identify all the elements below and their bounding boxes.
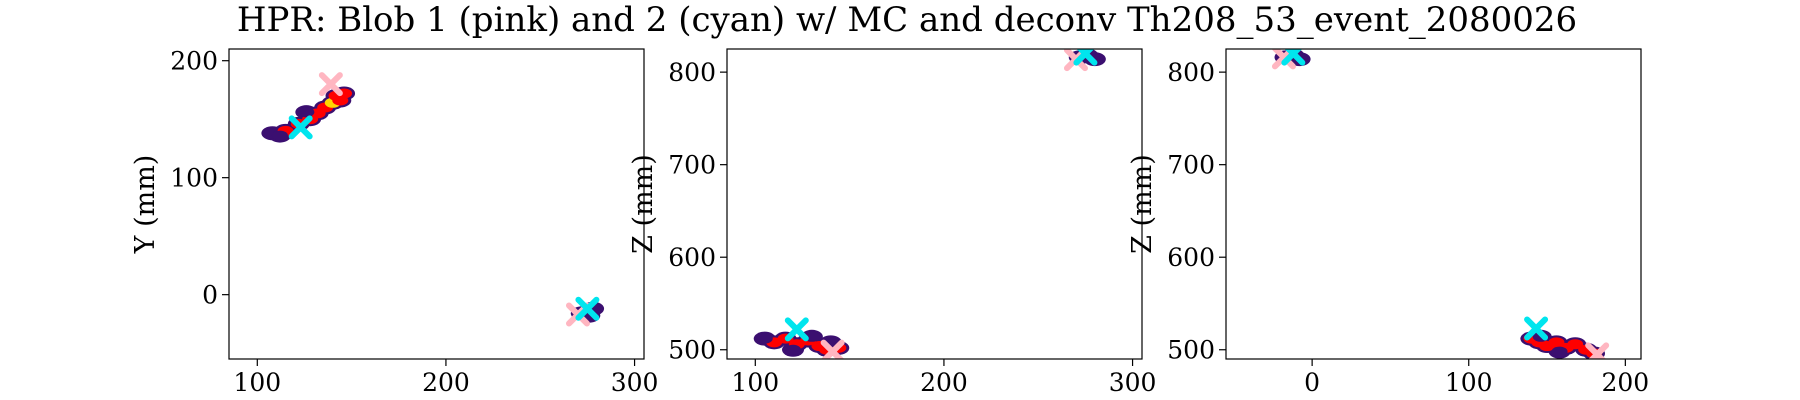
x-tick-label: 200 xyxy=(1601,368,1649,397)
x-tick-label: 300 xyxy=(1109,368,1157,397)
y-tick-label: 100 xyxy=(170,164,218,193)
blob2-marker xyxy=(288,115,313,140)
y-tick-label: 500 xyxy=(668,336,716,365)
x-tick-label: 100 xyxy=(1445,368,1493,397)
blob1-marker xyxy=(1585,342,1610,359)
figure-title: HPR: Blob 1 (pink) and 2 (cyan) w/ MC an… xyxy=(237,0,1577,40)
hit-point xyxy=(298,107,315,118)
blob1-marker-stroke-b xyxy=(821,339,845,359)
y-tick-label: 500 xyxy=(1167,336,1215,365)
x-tick-label: 200 xyxy=(422,368,470,397)
y-tick-label: 0 xyxy=(202,281,218,310)
y-tick-label: 700 xyxy=(668,151,716,180)
x-tick-label: 100 xyxy=(233,368,281,397)
panel-yz: 0 100 200 500 600 700 800 Z (mm) xyxy=(1127,48,1649,397)
y-tick-label: 200 xyxy=(170,47,218,76)
blob1-marker-stroke-b xyxy=(1588,342,1610,359)
blob2-marker xyxy=(1281,49,1306,66)
x-tick-label: 200 xyxy=(920,368,968,397)
blob1-marker xyxy=(820,339,845,359)
hit-point xyxy=(1551,346,1568,357)
panel-data xyxy=(753,49,1106,359)
blob2-marker-stroke-b xyxy=(288,115,313,140)
y-tick-label: 600 xyxy=(1167,243,1215,272)
x-tick-label: 0 xyxy=(1304,368,1320,397)
blob2-marker-stroke-b xyxy=(1281,49,1303,66)
y-tick-label: 800 xyxy=(1167,58,1215,87)
x-tick-label: 100 xyxy=(731,368,779,397)
blob2-marker xyxy=(1524,316,1549,341)
blob2-marker-stroke-b xyxy=(1073,49,1095,66)
blob1-marker-stroke-b xyxy=(318,72,343,97)
blob2-marker xyxy=(784,317,809,342)
plot-frame xyxy=(726,48,1143,360)
plot-frame xyxy=(1225,48,1642,360)
blob2-marker xyxy=(575,296,600,321)
blob2-marker xyxy=(1073,49,1098,66)
blob2-marker-stroke-b xyxy=(784,317,809,342)
panel-xz: 100 200 300 500 600 700 800 Z (mm) xyxy=(628,48,1157,397)
x-tick-label: 300 xyxy=(611,368,659,397)
hit-point xyxy=(756,333,773,344)
y-tick-label: 600 xyxy=(668,243,716,272)
hit-point xyxy=(271,130,288,141)
panel-data xyxy=(261,72,605,327)
blob2-marker-stroke-b xyxy=(575,296,600,321)
y-axis-label: Y (mm) xyxy=(130,155,161,255)
hit-point xyxy=(785,344,802,355)
plot-frame xyxy=(228,48,645,360)
y-tick-label: 700 xyxy=(1167,151,1215,180)
y-axis-label: Z (mm) xyxy=(1127,154,1158,254)
hit-point xyxy=(1567,339,1584,350)
panel-data xyxy=(1271,49,1610,359)
y-axis-label: Z (mm) xyxy=(628,154,659,254)
blob2-marker-stroke-b xyxy=(1524,316,1549,341)
hit-point xyxy=(332,95,349,106)
panel-xy: 100 200 300 0 100 200 Y (mm) xyxy=(130,47,658,397)
blob1-marker xyxy=(318,72,343,97)
y-tick-label: 800 xyxy=(668,58,716,87)
